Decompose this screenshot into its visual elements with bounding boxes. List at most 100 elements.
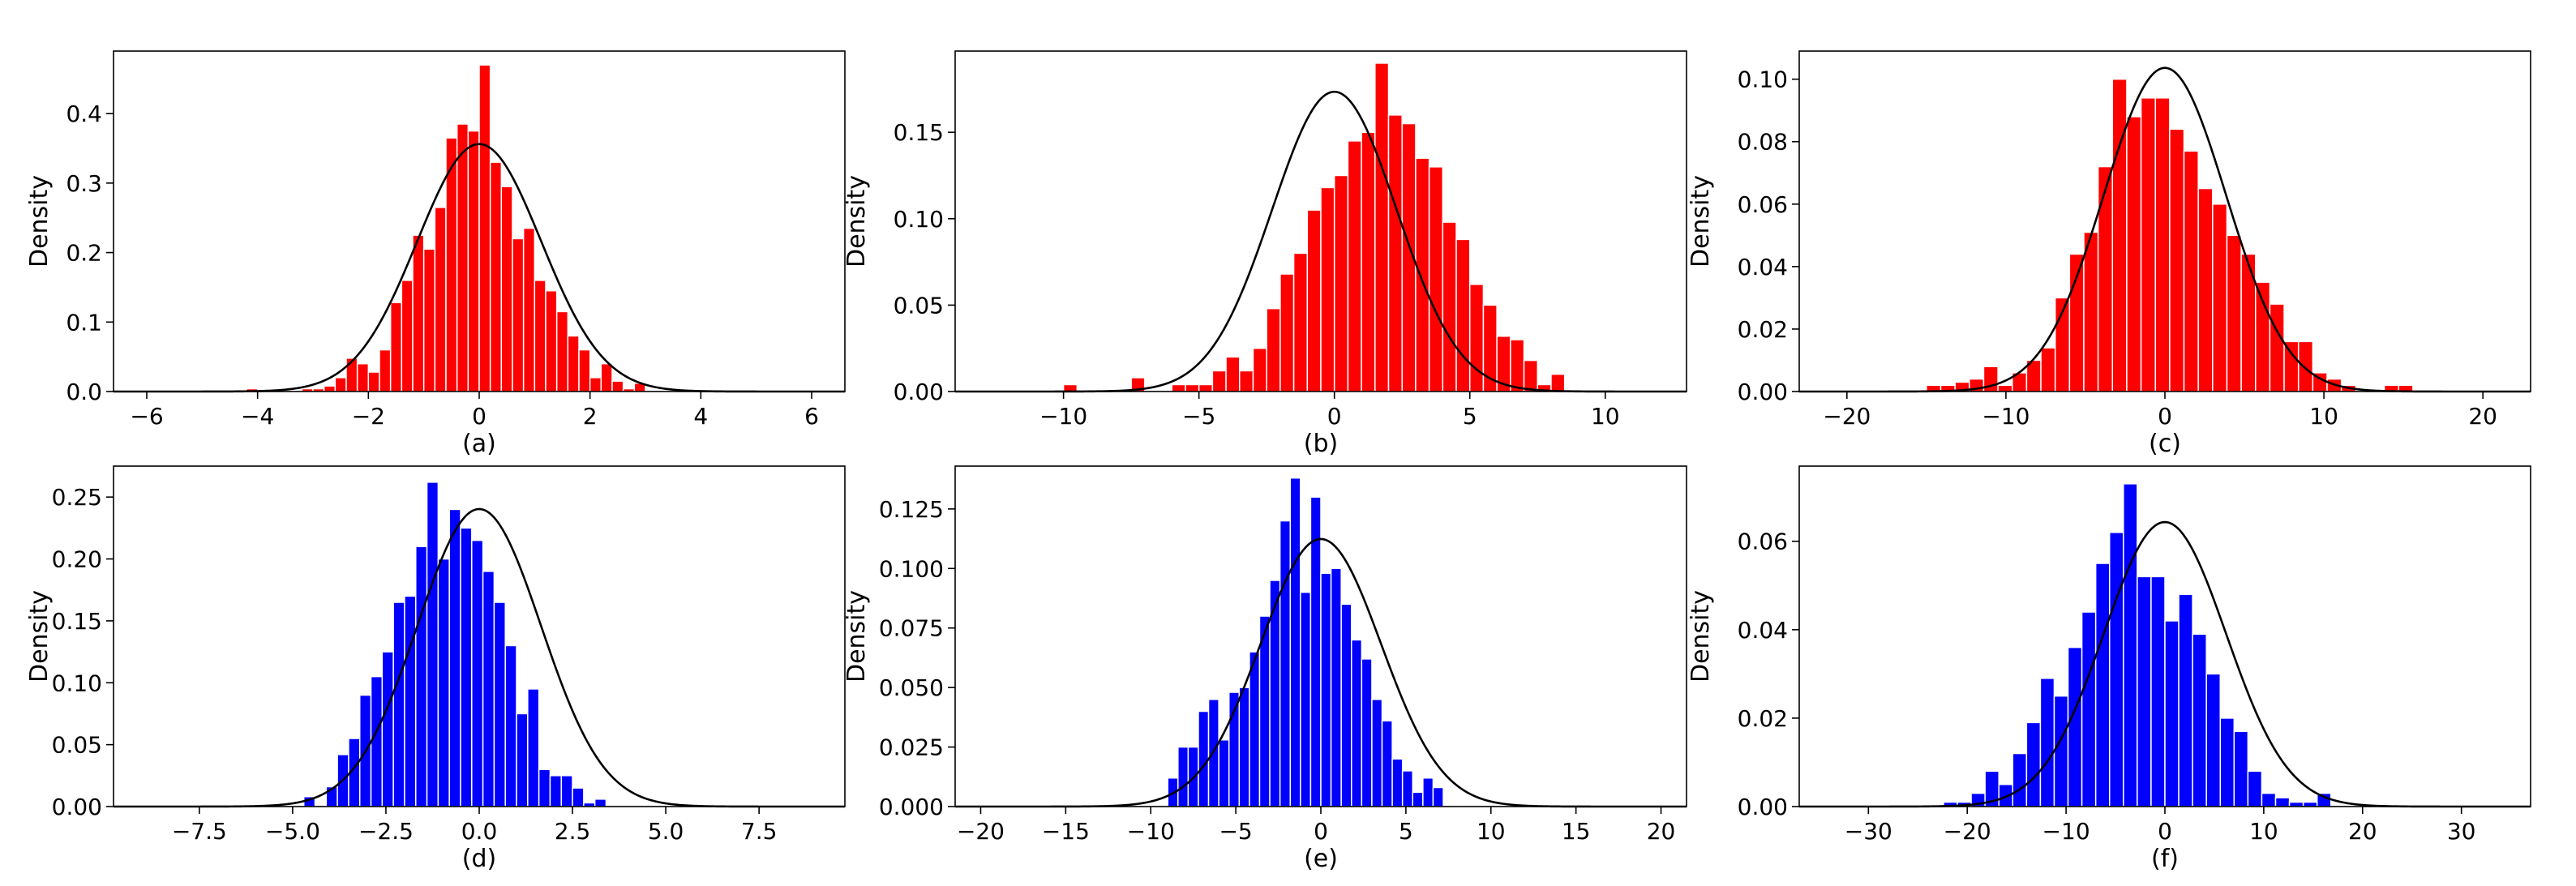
histogram-bar <box>1177 746 1189 807</box>
histogram-bar <box>2169 128 2185 392</box>
histogram-bar <box>1412 791 1424 807</box>
panel-e: −20 −15 −10 −5 0 5 10 15 20 0.000 0.025 0.050 0.075 0… <box>842 465 1687 873</box>
panel-f: −30 −20 −10 0 10 20 30 0.00 0.02 0.04 0.06 Density (… <box>1687 465 2531 873</box>
histogram-bar <box>555 310 569 392</box>
histogram-bar <box>1238 687 1250 807</box>
y-tick-label: 0.10 <box>1738 66 1788 93</box>
histogram-bar <box>1374 62 1390 392</box>
histogram-bar <box>522 227 536 392</box>
histogram-bar <box>448 508 461 807</box>
histogram-bar <box>2274 797 2291 807</box>
histogram-bar <box>578 349 591 392</box>
y-tick-label: 0.04 <box>1738 254 1788 280</box>
y-tick-label: 0.3 <box>66 170 102 197</box>
y-tick-label: 0.20 <box>52 546 102 573</box>
histogram-bar <box>381 651 394 807</box>
x-tick-label: 10 <box>2249 818 2278 845</box>
histogram-bar <box>2111 78 2128 392</box>
histogram-bar <box>2040 347 2056 392</box>
histogram-bar <box>2067 646 2083 807</box>
histogram-bar <box>2126 116 2142 392</box>
histogram-bar <box>2197 187 2214 392</box>
x-tick-label: 5 <box>1463 403 1477 430</box>
y-tick-label: 0.2 <box>66 240 102 267</box>
y-tick-label: 0.10 <box>894 206 944 233</box>
histogram-bar <box>589 377 602 392</box>
x-tick-label: 10 <box>2309 403 2338 430</box>
y-tick-label: 0.08 <box>1738 129 1788 156</box>
histogram-bar <box>356 362 370 392</box>
histogram-bar <box>345 357 358 392</box>
histogram-bar <box>1330 567 1342 807</box>
y-tick-label: 0.02 <box>1738 705 1788 732</box>
x-tick-label: 0 <box>472 403 486 430</box>
histogram-bar <box>1550 373 1566 392</box>
histogram-bar <box>2140 97 2156 392</box>
histogram-bar <box>2025 721 2042 807</box>
panel-c: −20 −10 0 10 20 0.00 0.02 0.04 0.06 0.08 0.10 Densi… <box>1687 50 2531 458</box>
histogram-bar <box>572 787 585 807</box>
histogram-bar <box>2039 678 2055 807</box>
histogram-bar <box>1432 786 1444 807</box>
histogram-bar <box>1306 209 1322 392</box>
panel-caption: (f) <box>2151 845 2179 873</box>
histogram-bar <box>2178 593 2193 807</box>
panel-a: −6 −4 −2 0 2 4 6 0.0 0.1 0.2 0.3 0.4 Density (a) <box>25 50 846 458</box>
histogram-bar <box>1309 496 1322 807</box>
histogram-bar <box>560 775 573 807</box>
histogram-bar <box>2053 695 2069 807</box>
y-tick-label: 0.00 <box>1738 379 1788 405</box>
histogram-bar <box>538 768 551 807</box>
x-tick-label: 5.0 <box>648 818 684 845</box>
histogram-bar <box>434 207 447 392</box>
y-tick-label: 0.00 <box>894 379 944 405</box>
histogram-bar <box>500 186 513 392</box>
y-tick-label: 0.06 <box>1738 191 1788 218</box>
x-tick-label: −5 <box>1219 818 1252 845</box>
y-tick-label: 0.100 <box>879 555 944 582</box>
histogram-bar <box>1211 370 1227 392</box>
histogram-bar <box>471 539 484 807</box>
histogram-bar <box>2164 620 2180 807</box>
histogram-bar <box>467 130 480 392</box>
x-tick-label: −10 <box>2042 818 2090 845</box>
x-tick-label: 20 <box>2468 403 2497 430</box>
histogram-bar <box>323 385 336 392</box>
x-tick-label: −10 <box>1982 403 2030 430</box>
x-tick-label: 10 <box>1477 818 1506 845</box>
histogram-bar <box>1381 720 1393 807</box>
y-tick-label: 0.000 <box>879 794 944 820</box>
histogram-bar <box>1300 591 1312 807</box>
histogram-bar <box>1198 383 1214 392</box>
histogram-bar <box>1320 572 1332 807</box>
histogram-bar <box>2226 234 2242 392</box>
axes-frame <box>954 50 1687 392</box>
x-tick-label: −5.0 <box>265 818 320 845</box>
x-tick-label: 0 <box>1327 403 1342 430</box>
histogram-bar <box>1239 370 1254 392</box>
histogram-bar <box>2261 792 2277 807</box>
histogram-bar <box>1292 252 1309 392</box>
histogram-bar <box>2183 150 2199 392</box>
histogram-bar <box>1171 383 1186 392</box>
panel-b: −10 −5 0 5 10 0.00 0.05 0.10 0.15 Density (b) <box>842 50 1687 458</box>
y-tick-label: 0.25 <box>52 484 102 511</box>
histogram-bar <box>1415 157 1430 392</box>
histogram-bar <box>1333 174 1349 392</box>
histogram-bar <box>1371 699 1383 807</box>
histogram-bar <box>478 64 491 392</box>
panel-caption: (e) <box>1304 845 1338 873</box>
x-tick-label: 4 <box>693 403 708 430</box>
x-tick-label: 0 <box>2158 818 2172 845</box>
x-tick-label: 0 <box>2158 403 2172 430</box>
histogram-bar <box>2012 752 2028 807</box>
x-tick-label: −30 <box>1845 818 1892 845</box>
x-tick-label: −20 <box>957 818 1005 845</box>
histogram-bar <box>2137 576 2152 807</box>
panel-caption: (a) <box>462 430 496 458</box>
histogram-bar <box>392 601 405 807</box>
x-tick-label: −20 <box>1944 818 1991 845</box>
histogram-bar <box>594 798 607 807</box>
histogram-bar <box>2081 611 2097 807</box>
y-tick-label: 0.0 <box>66 379 102 405</box>
